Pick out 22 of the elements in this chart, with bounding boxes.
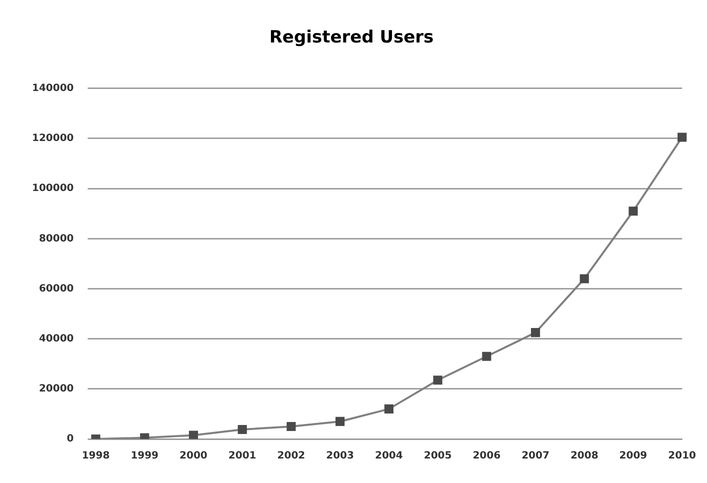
x-tick-label: 1999: [130, 450, 159, 462]
y-tick-label: 100000: [32, 183, 74, 194]
x-tick-label: 2000: [180, 450, 208, 462]
y-tick-label: 40000: [38, 333, 74, 344]
x-tick-label: 2003: [326, 450, 354, 462]
x-tick-label: 1998: [82, 450, 110, 462]
x-tick-label: 2001: [228, 450, 256, 462]
x-tick-label: 2006: [472, 450, 501, 462]
y-tick-label: 20000: [38, 384, 74, 395]
x-tick-label: 2002: [277, 450, 306, 462]
x-tick-label: 2004: [374, 450, 403, 462]
x-tick-label: 2009: [619, 450, 648, 462]
y-tick-label: 120000: [32, 133, 74, 144]
y-tick-label: 80000: [38, 233, 74, 244]
x-tick-label: 2005: [424, 450, 452, 462]
x-tick-label: 2008: [570, 450, 598, 462]
y-tick-label: 60000: [38, 283, 74, 294]
x-tick-label: 2007: [522, 450, 550, 462]
chart-title: Registered Users: [269, 28, 434, 48]
y-tick-label: 0: [66, 434, 74, 445]
x-tick-label: 2010: [668, 450, 696, 462]
y-tick-label: 140000: [32, 82, 74, 94]
